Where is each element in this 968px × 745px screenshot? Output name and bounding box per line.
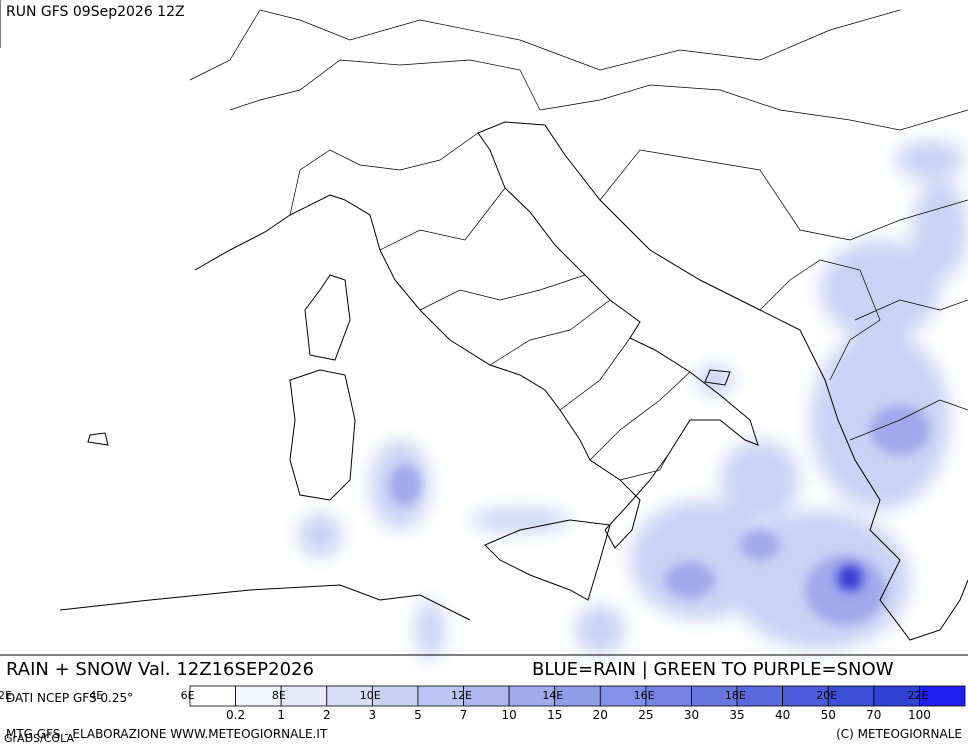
copyright: (C) METEOGIORNALE: [836, 727, 962, 741]
precipitation: [298, 140, 968, 660]
longitude-label: 6E: [181, 689, 195, 702]
color-label: 100: [908, 708, 931, 722]
color-label: 10: [501, 708, 516, 722]
color-box: [280, 685, 328, 707]
color-box: [189, 685, 236, 707]
longitude-label: 20E: [816, 689, 837, 702]
longitude-label: 4E: [89, 689, 103, 702]
coastlines: [59, 121, 968, 641]
longitude-label: 12E: [451, 689, 472, 702]
color-bar: 0.2 1 2 3 5 7 10 15 20 25 30 35 40 50 70 100: [189, 685, 966, 722]
color-label: 7: [460, 708, 468, 722]
longitude-label: 16E: [634, 689, 655, 702]
color-label: 5: [414, 708, 422, 722]
color-box: [919, 685, 966, 707]
longitude-label: 14E: [542, 689, 563, 702]
color-label: 3: [369, 708, 377, 722]
color-label: 30: [684, 708, 699, 722]
source: DATI NCEP GFS 0.25°: [6, 691, 133, 705]
longitude-label: 2E: [0, 689, 12, 702]
grads: GrADS/COLA: [4, 732, 74, 745]
color-label: 25: [638, 708, 653, 722]
longitude-label: 22E: [908, 689, 929, 702]
color-label: 2: [323, 708, 331, 722]
color-label: 50: [821, 708, 836, 722]
credit: MTG GFS - ELABORAZIONE WWW.METEOGIORNALE…: [6, 727, 328, 741]
color-label: 15: [547, 708, 562, 722]
color-label: 0.2: [226, 708, 245, 722]
borders: [189, 9, 968, 481]
color-label: 40: [775, 708, 790, 722]
legend-note: BLUE=RAIN | GREEN TO PURPLE=SNOW: [532, 659, 894, 680]
longitude-label: 10E: [360, 689, 381, 702]
longitude-label: 18E: [725, 689, 746, 702]
longitude-labels: 2E 4E 6E 8E 10E 12E 14E 16E 18E 20E 22E: [0, 689, 929, 702]
color-label: 70: [866, 708, 881, 722]
color-label: 35: [729, 708, 744, 722]
color-label: 1: [277, 708, 285, 722]
map-title: RAIN + SNOW Val. 12Z16SEP2026: [6, 659, 314, 680]
color-label: 20: [593, 708, 608, 722]
longitude-label: 8E: [272, 689, 286, 702]
run-label: RUN GFS 09Sep2026 12Z: [6, 4, 185, 20]
